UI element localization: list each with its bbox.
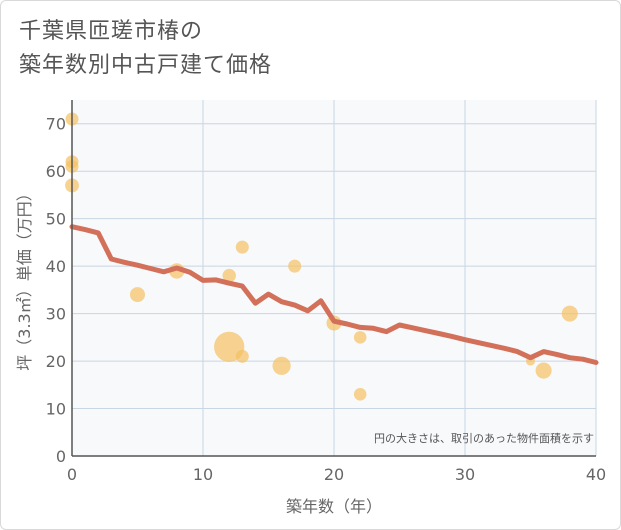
y-axis-title: 坪（3.3㎡）単価（万円） [15,185,34,370]
tick-labels: 0 10 20 30 40 50 60 70 0 10 20 30 40 [46,115,607,484]
y-tick-label: 40 [46,257,66,276]
data-bubble [535,362,552,379]
gridlines [72,100,597,456]
data-bubble [222,268,236,283]
chart-title: 千葉県匝瑳市椿の 築年数別中古戸建て価格 [19,15,579,83]
y-tick-label: 50 [46,210,66,229]
y-tick-label: 60 [46,162,66,181]
chart-title-line2: 築年数別中古戸建て価格 [19,53,273,78]
trend-line-group [69,224,599,365]
y-tick-label: 70 [46,115,66,134]
data-bubble [235,349,249,363]
y-tick-label: 30 [46,305,66,324]
x-tick-label: 10 [193,465,213,484]
y-tick-label: 10 [46,400,66,419]
x-tick-label: 30 [455,465,475,484]
data-bubble [353,388,367,401]
chart-title-line1: 千葉県匝瑳市椿の [19,19,204,44]
data-bubble [288,259,302,273]
data-bubble [353,331,367,344]
y-tick-label: 0 [56,447,66,466]
data-bubble [235,240,249,254]
axes [71,100,596,457]
x-tick-label: 0 [67,465,77,484]
data-bubble [129,287,146,303]
x-tick-label: 40 [586,465,606,484]
x-axis-title: 築年数（年） [286,497,382,516]
trend-line [69,224,599,365]
data-bubble [272,356,291,375]
y-tick-label: 20 [46,352,66,371]
bubble-size-note: 円の大きさは、取引のあった物件面積を示す [374,431,594,445]
x-tick-label: 20 [324,465,344,484]
data-bubble [561,305,578,322]
